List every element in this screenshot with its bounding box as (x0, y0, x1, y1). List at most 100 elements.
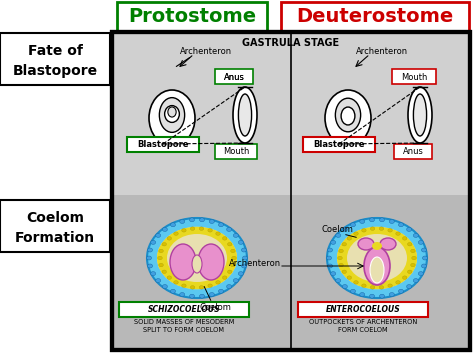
Ellipse shape (158, 256, 162, 260)
Ellipse shape (219, 223, 224, 227)
Text: Mouth: Mouth (401, 72, 427, 82)
Text: Archenteron: Archenteron (180, 48, 232, 56)
Ellipse shape (192, 255, 202, 273)
Ellipse shape (328, 248, 333, 252)
Bar (112, 195, 470, 350)
Ellipse shape (157, 227, 237, 289)
Ellipse shape (157, 227, 237, 289)
Ellipse shape (146, 256, 152, 260)
Ellipse shape (163, 228, 167, 231)
Ellipse shape (336, 234, 341, 237)
Ellipse shape (222, 237, 227, 240)
Ellipse shape (410, 249, 415, 253)
Text: Deuterostome: Deuterostome (296, 7, 454, 27)
Ellipse shape (354, 232, 358, 235)
FancyBboxPatch shape (117, 2, 267, 31)
Ellipse shape (389, 293, 394, 296)
Ellipse shape (338, 256, 342, 260)
Ellipse shape (364, 247, 390, 285)
Ellipse shape (199, 286, 204, 289)
Ellipse shape (379, 286, 384, 289)
FancyBboxPatch shape (127, 137, 199, 152)
Ellipse shape (163, 285, 167, 289)
Text: Anus: Anus (224, 72, 245, 82)
Ellipse shape (347, 276, 352, 279)
Text: SCHIZOCOELOUS: SCHIZOCOELOUS (148, 305, 220, 314)
Ellipse shape (238, 240, 243, 244)
Bar (112, 32, 470, 350)
Ellipse shape (210, 219, 214, 224)
Ellipse shape (370, 286, 375, 289)
Text: Coelom: Coelom (199, 304, 231, 312)
Ellipse shape (328, 264, 333, 268)
Ellipse shape (339, 249, 343, 253)
Ellipse shape (190, 218, 194, 222)
Bar (112, 32, 470, 195)
Text: Protostome: Protostome (128, 7, 256, 27)
Ellipse shape (408, 270, 412, 273)
Text: SOLID MASSES OF MESODERM: SOLID MASSES OF MESODERM (134, 319, 234, 325)
Ellipse shape (421, 264, 427, 268)
Ellipse shape (347, 237, 352, 240)
Ellipse shape (413, 234, 419, 237)
Text: Anus: Anus (224, 72, 245, 82)
Ellipse shape (190, 286, 195, 289)
Ellipse shape (147, 218, 247, 298)
Ellipse shape (337, 227, 417, 289)
Ellipse shape (360, 293, 365, 296)
Ellipse shape (190, 227, 195, 230)
Ellipse shape (402, 276, 407, 279)
Ellipse shape (419, 240, 423, 244)
Ellipse shape (167, 234, 227, 282)
Ellipse shape (162, 242, 166, 246)
Text: FORM COELOM: FORM COELOM (338, 327, 388, 333)
Ellipse shape (407, 285, 411, 289)
Ellipse shape (342, 228, 347, 231)
Text: Blastopore: Blastopore (313, 140, 365, 149)
Ellipse shape (182, 229, 186, 232)
Text: Blastopore: Blastopore (137, 140, 189, 149)
Ellipse shape (370, 257, 384, 283)
Ellipse shape (241, 248, 246, 252)
Ellipse shape (369, 218, 374, 222)
Ellipse shape (369, 294, 374, 298)
Ellipse shape (216, 232, 220, 235)
Ellipse shape (233, 87, 257, 143)
Text: Archenteron: Archenteron (229, 258, 281, 268)
Ellipse shape (231, 263, 235, 267)
Ellipse shape (174, 280, 178, 284)
Ellipse shape (372, 242, 382, 250)
Ellipse shape (331, 272, 336, 275)
Ellipse shape (380, 294, 384, 298)
Ellipse shape (350, 223, 356, 227)
FancyBboxPatch shape (298, 302, 428, 317)
Ellipse shape (407, 228, 411, 231)
Ellipse shape (241, 264, 246, 268)
Ellipse shape (343, 138, 353, 143)
Ellipse shape (358, 238, 374, 250)
FancyBboxPatch shape (0, 200, 110, 252)
Ellipse shape (336, 279, 341, 283)
Ellipse shape (149, 90, 195, 146)
Ellipse shape (380, 238, 396, 250)
Ellipse shape (342, 242, 346, 246)
Ellipse shape (396, 280, 400, 284)
Ellipse shape (233, 234, 238, 237)
Ellipse shape (208, 229, 212, 232)
Ellipse shape (362, 284, 366, 288)
Ellipse shape (379, 227, 384, 230)
Ellipse shape (389, 219, 394, 224)
Ellipse shape (360, 219, 365, 224)
Ellipse shape (238, 272, 243, 275)
Ellipse shape (216, 280, 220, 284)
Ellipse shape (198, 244, 224, 280)
FancyBboxPatch shape (215, 69, 253, 84)
Ellipse shape (233, 279, 238, 283)
Ellipse shape (159, 249, 164, 253)
Ellipse shape (155, 279, 161, 283)
Ellipse shape (168, 107, 176, 117)
Text: Anus: Anus (402, 147, 423, 157)
Ellipse shape (339, 263, 343, 267)
Ellipse shape (342, 285, 347, 289)
Ellipse shape (155, 234, 161, 237)
